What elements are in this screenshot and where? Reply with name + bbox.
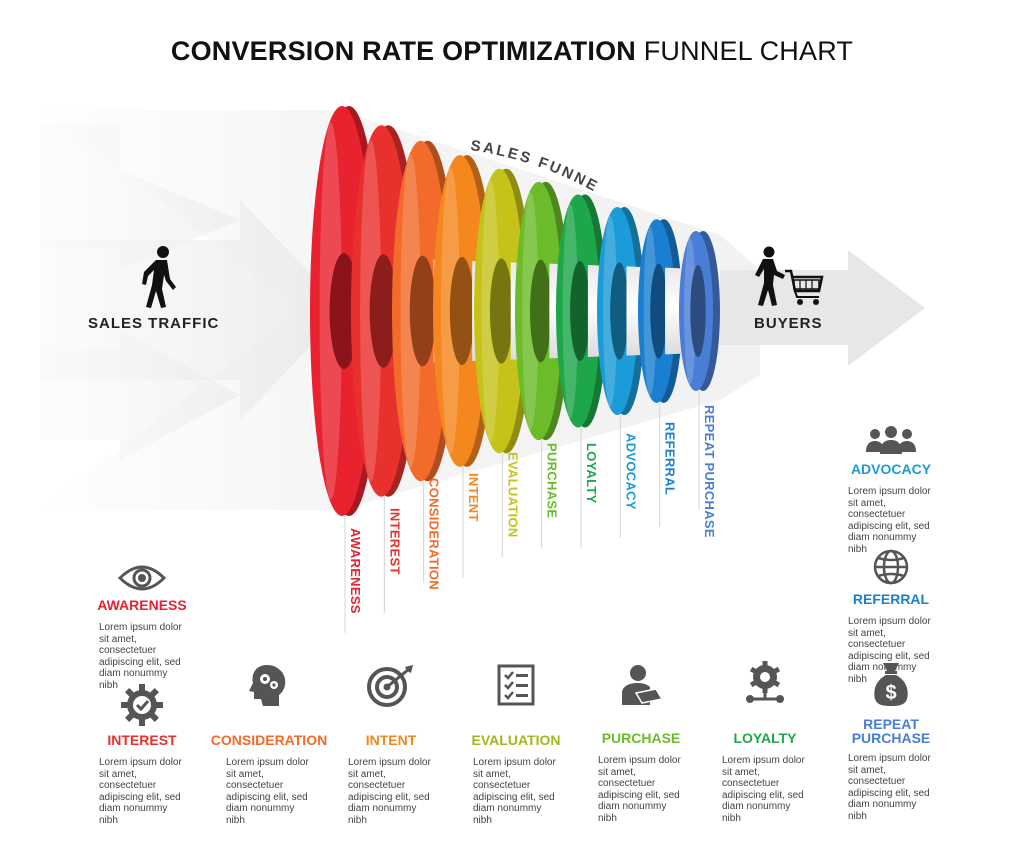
- card-interest: INTEREST Lorem ipsum dolor sit amet, con…: [72, 683, 212, 826]
- card-text: Lorem ipsum dolor sit amet, consectetuer…: [848, 753, 931, 822]
- target-icon: [321, 663, 461, 707]
- stage-label-consideration: CONSIDERATION: [426, 478, 442, 590]
- stage-leader-lines: [344, 391, 700, 633]
- card-title: ADVOCACY: [850, 461, 932, 477]
- card-title: PURCHASE: [601, 730, 681, 746]
- stage-label-awareness: AWARENESS: [348, 528, 363, 614]
- funnel-ring-repeat-purchase: [679, 231, 720, 391]
- card-text: Lorem ipsum dolor sit amet, consectetuer…: [99, 757, 182, 826]
- card-consideration: CONSIDERATION Lorem ipsum dolor sit amet…: [199, 663, 339, 826]
- group-icon: [821, 412, 961, 456]
- page-title: CONVERSION RATE OPTIMIZATION FUNNEL CHAR…: [0, 36, 1024, 67]
- stage-label-repeat-purchase: REPEAT PURCHASE: [702, 405, 717, 538]
- stage-label-advocacy: ADVOCACY: [623, 433, 639, 510]
- stage-label-evaluation: EVALUATION: [505, 452, 521, 538]
- card-evaluation: EVALUATION Lorem ipsum dolor sit amet, c…: [446, 663, 586, 826]
- card-referral: REFERRAL Lorem ipsum dolor sit amet, con…: [821, 542, 961, 685]
- walking-person-icon: [142, 246, 176, 308]
- card-title: EVALUATION: [471, 732, 561, 748]
- card-purchase: PURCHASE Lorem ipsum dolor sit amet, con…: [571, 663, 711, 824]
- card-text: Lorem ipsum dolor sit amet, consectetuer…: [598, 755, 681, 824]
- stage-label-referral: REFERRAL: [662, 422, 678, 496]
- traffic-arrows: [40, 125, 345, 460]
- card-title: LOYALTY: [733, 730, 797, 746]
- eye-icon: [72, 548, 212, 592]
- card-advocacy: ADVOCACY Lorem ipsum dolor sit amet, con…: [821, 412, 961, 555]
- card-text: Lorem ipsum dolor sit amet, consectetuer…: [848, 616, 931, 685]
- card-text: Lorem ipsum dolor sit amet, consectetuer…: [99, 622, 182, 691]
- card-intent: INTENT Lorem ipsum dolor sit amet, conse…: [321, 663, 461, 826]
- head-gears-icon: [199, 663, 339, 707]
- card-text: Lorem ipsum dolor sit amet, consectetuer…: [226, 757, 309, 826]
- card-title: INTENT: [365, 732, 417, 748]
- card-text: Lorem ipsum dolor sit amet, consectetuer…: [473, 757, 556, 826]
- gear-check-icon: [72, 683, 212, 727]
- card-title: CONSIDERATION: [210, 732, 328, 748]
- card-text: Lorem ipsum dolor sit amet, consectetuer…: [722, 755, 805, 824]
- shopper-cart-icon: [755, 246, 824, 306]
- funnel-rings: [310, 106, 720, 516]
- sales-traffic-label: SALES TRAFFIC: [88, 315, 220, 332]
- card-awareness: AWARENESS Lorem ipsum dolor sit amet, co…: [72, 548, 212, 691]
- card-title: INTEREST: [107, 732, 177, 748]
- checklist-icon: [446, 663, 586, 707]
- svg-text:$: $: [885, 682, 896, 704]
- buyers-arrow: [700, 250, 925, 366]
- card-title: AWARENESS: [97, 597, 187, 613]
- user-payment-icon: [571, 663, 711, 707]
- card-title: REPEAT PURCHASE: [851, 716, 931, 746]
- stage-label-interest: INTEREST: [387, 508, 403, 575]
- card-text: Lorem ipsum dolor sit amet, consectetuer…: [848, 486, 931, 555]
- gear-network-icon: [695, 661, 835, 707]
- buyers-label: BUYERS: [754, 315, 823, 332]
- stage-label-intent: INTENT: [466, 473, 481, 522]
- title-bold: CONVERSION RATE OPTIMIZATION: [170, 36, 636, 66]
- card-repeat-purchase: $ REPEAT PURCHASE Lorem ipsum dolor sit …: [821, 663, 961, 822]
- card-loyalty: LOYALTY Lorem ipsum dolor sit amet, cons…: [695, 661, 835, 824]
- stage-label-loyalty: LOYALTY: [584, 443, 599, 504]
- funnel-ring-advocacy: [597, 206, 657, 416]
- money-bag-icon: $: [821, 663, 961, 707]
- funnel-ring-purchase: [515, 181, 578, 441]
- funnel-ring-referral: [638, 219, 696, 403]
- card-text: Lorem ipsum dolor sit amet, consectetuer…: [348, 757, 431, 826]
- title-light: FUNNEL CHART: [643, 36, 854, 66]
- globe-icon: [821, 542, 961, 586]
- card-title: REFERRAL: [852, 591, 930, 607]
- stage-label-purchase: PURCHASE: [544, 443, 560, 519]
